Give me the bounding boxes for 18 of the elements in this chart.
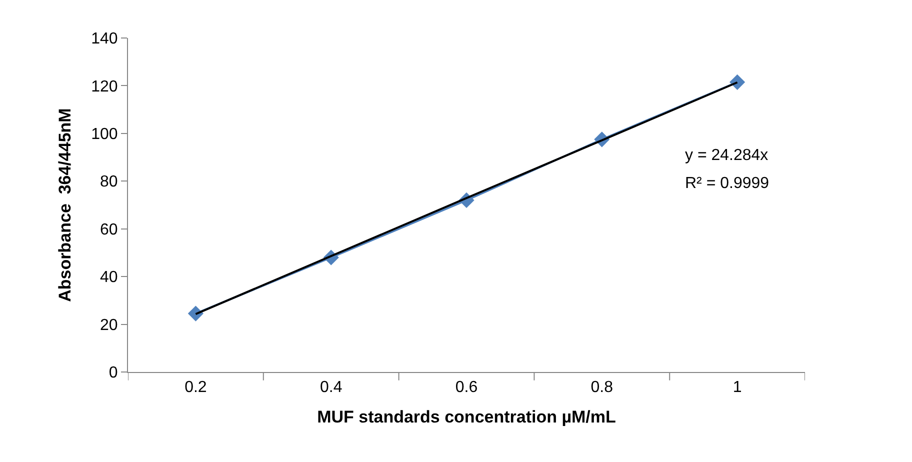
x-axis-title: MUF standards concentration µM/mL <box>317 408 616 427</box>
y-axis-title: Absorbance 364/445nM <box>56 108 75 302</box>
x-tick-label: 0.6 <box>455 379 478 396</box>
y-tick-label: 60 <box>100 221 118 238</box>
y-tick-label: 40 <box>100 269 118 286</box>
y-tick-label: 120 <box>91 78 118 96</box>
y-tick-label: 100 <box>91 126 118 144</box>
y-tick-label: 140 <box>91 30 118 48</box>
point <box>188 306 204 322</box>
x-tick-label: 0.4 <box>320 379 342 396</box>
y-tick-label: 0 <box>108 364 118 382</box>
annotation: y = 24.284x <box>685 147 768 164</box>
x-tick-label: 0.8 <box>590 379 614 396</box>
y-tick-label: 20 <box>100 316 118 334</box>
y-tick-label: 80 <box>100 174 118 191</box>
x-tick-label: 0.2 <box>184 379 207 396</box>
annotation: R² = 0.9999 <box>685 175 770 192</box>
x-tick-label: 1 <box>732 379 742 396</box>
